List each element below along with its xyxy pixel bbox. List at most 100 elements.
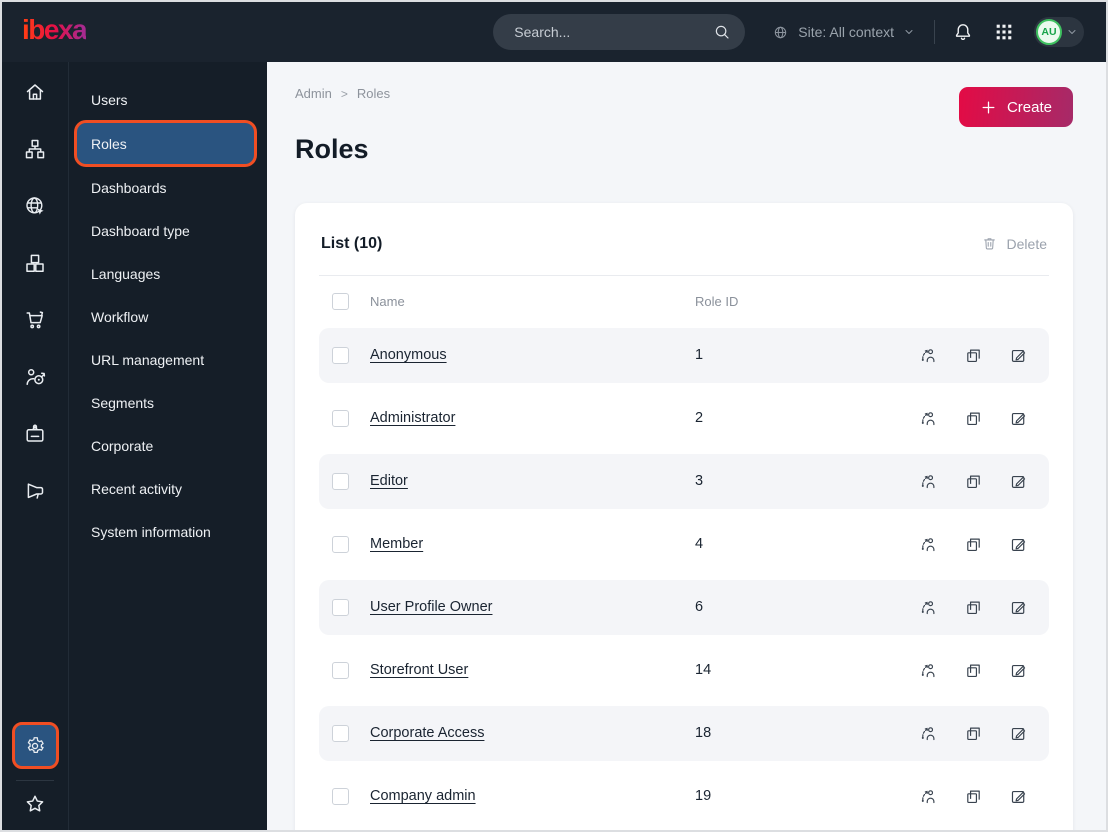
edit-icon[interactable]	[1009, 535, 1028, 554]
site-context-label: Site: All context	[798, 24, 894, 40]
table-row: Corporate Access 18	[319, 705, 1049, 761]
role-id-value: 2	[695, 410, 704, 427]
copy-icon[interactable]	[964, 409, 983, 428]
roles-list-card: List (10) Delete Name Role ID	[295, 202, 1073, 830]
copy-icon[interactable]	[964, 661, 983, 680]
table-row: Company admin 19	[319, 769, 1049, 824]
row-checkbox[interactable]	[332, 724, 349, 742]
role-name-link[interactable]: Anonymous	[370, 347, 447, 364]
home-icon[interactable]	[23, 80, 47, 104]
role-id-value: 19	[695, 788, 712, 805]
app-switcher-button[interactable]	[993, 21, 1015, 43]
assign-user-icon[interactable]	[919, 724, 938, 743]
star-icon[interactable]	[23, 792, 47, 816]
notifications-button[interactable]	[952, 21, 974, 43]
globe-cursor-icon[interactable]	[23, 194, 47, 218]
delete-button-label: Delete	[1006, 235, 1047, 252]
table-row: Member 4	[319, 517, 1049, 572]
role-name-link[interactable]: Editor	[370, 473, 408, 490]
user-menu[interactable]: AU	[1034, 17, 1084, 47]
icon-rail	[2, 62, 69, 830]
table-row: Storefront User 14	[319, 643, 1049, 698]
edit-icon[interactable]	[1009, 598, 1028, 617]
edit-icon[interactable]	[1009, 661, 1028, 680]
role-id-value: 18	[695, 725, 712, 742]
role-id-value: 6	[695, 599, 704, 616]
gear-icon	[24, 735, 46, 757]
site-context-dropdown[interactable]: Site: All context	[772, 24, 915, 41]
sidebar-item-segments[interactable]: Segments	[91, 394, 155, 411]
sidebar-item-recent-activity[interactable]: Recent activity	[91, 480, 183, 497]
globe-icon	[772, 24, 789, 41]
sitemap-icon[interactable]	[23, 137, 47, 161]
role-name-link[interactable]: User Profile Owner	[370, 599, 493, 616]
row-checkbox[interactable]	[332, 787, 349, 805]
role-name-link[interactable]: Member	[370, 536, 424, 553]
sidebar-item-dashboards[interactable]: Dashboards	[91, 179, 167, 196]
edit-icon[interactable]	[1009, 346, 1028, 365]
row-checkbox[interactable]	[332, 598, 349, 616]
assign-user-icon[interactable]	[919, 346, 938, 365]
role-name-link[interactable]: Administrator	[370, 410, 456, 427]
table-body: Anonymous 1 Administrator 2	[319, 327, 1049, 824]
search-input[interactable]	[512, 23, 714, 41]
table-row: User Profile Owner 6	[319, 579, 1049, 635]
role-name-link[interactable]: Storefront User	[370, 662, 469, 679]
create-button[interactable]: Create	[958, 87, 1073, 127]
breadcrumb-admin[interactable]: Admin	[295, 86, 332, 101]
personalization-target-icon[interactable]	[23, 365, 47, 389]
cart-icon[interactable]	[23, 308, 47, 332]
copy-icon[interactable]	[964, 535, 983, 554]
admin-settings-tab[interactable]	[11, 722, 59, 769]
assign-user-icon[interactable]	[919, 598, 938, 617]
table-row: Administrator 2	[319, 391, 1049, 446]
assign-user-icon[interactable]	[919, 472, 938, 491]
breadcrumb-roles: Roles	[356, 86, 391, 101]
packages-icon[interactable]	[23, 251, 47, 275]
assign-user-icon[interactable]	[919, 787, 938, 806]
select-all-checkbox[interactable]	[332, 293, 349, 311]
copy-icon[interactable]	[964, 346, 983, 365]
megaphone-icon[interactable]	[23, 479, 47, 503]
admin-sidebar: Users Roles Dashboards Dashboard type La…	[69, 62, 267, 830]
column-header-role-id: Role ID	[695, 294, 739, 310]
edit-icon[interactable]	[1009, 409, 1028, 428]
avatar: AU	[1036, 19, 1062, 45]
assign-user-icon[interactable]	[919, 409, 938, 428]
copy-icon[interactable]	[964, 724, 983, 743]
grid-icon	[993, 21, 1015, 43]
row-checkbox[interactable]	[332, 535, 349, 553]
sidebar-item-corporate[interactable]: Corporate	[91, 437, 154, 454]
page-title: Roles	[295, 134, 369, 164]
sidebar-item-users[interactable]: Users	[91, 91, 128, 108]
top-bar: ibexa Site: All context AU	[2, 2, 1106, 62]
role-name-link[interactable]: Company admin	[370, 788, 476, 805]
assign-user-icon[interactable]	[919, 661, 938, 680]
edit-icon[interactable]	[1009, 472, 1028, 491]
sidebar-item-system-information[interactable]: System information	[91, 523, 211, 540]
card-divider	[319, 274, 1049, 276]
row-checkbox[interactable]	[332, 409, 349, 427]
role-name-link[interactable]: Corporate Access	[370, 725, 485, 742]
edit-icon[interactable]	[1009, 724, 1028, 743]
table-row: Editor 3	[319, 453, 1049, 509]
search-icon[interactable]	[713, 23, 731, 41]
edit-icon[interactable]	[1009, 787, 1028, 806]
copy-icon[interactable]	[964, 598, 983, 617]
row-checkbox[interactable]	[332, 472, 349, 490]
breadcrumb: Admin > Roles	[295, 86, 1073, 101]
copy-icon[interactable]	[964, 787, 983, 806]
sidebar-item-roles[interactable]: Roles	[77, 123, 254, 164]
create-button-label: Create	[1006, 98, 1052, 116]
row-checkbox[interactable]	[332, 661, 349, 679]
sidebar-item-languages[interactable]: Languages	[91, 265, 161, 282]
sidebar-item-dashboard-type[interactable]: Dashboard type	[91, 222, 190, 239]
row-checkbox[interactable]	[332, 346, 349, 364]
assign-user-icon[interactable]	[919, 535, 938, 554]
copy-icon[interactable]	[964, 472, 983, 491]
sidebar-item-workflow[interactable]: Workflow	[91, 308, 149, 325]
ibexa-logo[interactable]: ibexa	[22, 16, 88, 48]
badge-icon[interactable]	[23, 422, 47, 446]
delete-button[interactable]: Delete	[981, 235, 1047, 252]
sidebar-item-url-management[interactable]: URL management	[91, 351, 205, 368]
